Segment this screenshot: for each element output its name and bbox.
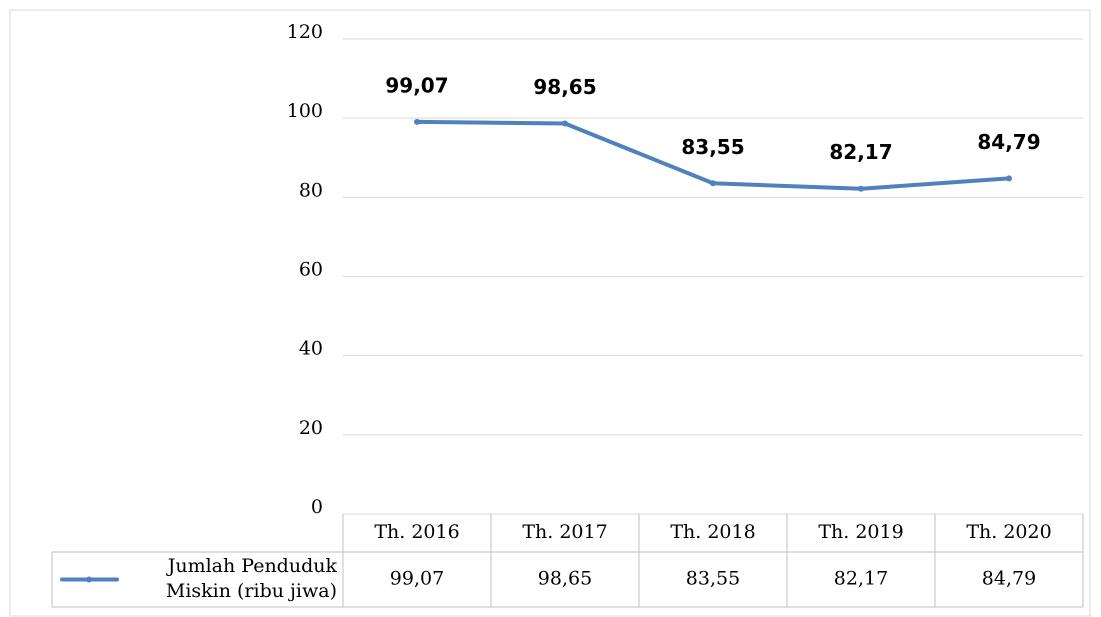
point: [1006, 175, 1012, 182]
data-label: 99,07: [385, 73, 448, 97]
data-label: 83,55: [681, 135, 744, 159]
data-label: 98,65: [533, 75, 596, 99]
table-cell: 84,79: [982, 568, 1036, 590]
point: [858, 185, 864, 192]
y-tick-label: 0: [311, 496, 323, 518]
legend-marker: [86, 576, 92, 583]
x-tick-label: Th. 2017: [522, 521, 607, 543]
table-cell: 82,17: [834, 568, 888, 590]
point: [414, 118, 420, 125]
legend-label: Jumlah Penduduk Miskin (ribu jiwa): [165, 555, 337, 602]
x-tick-label: Th. 2016: [374, 521, 459, 543]
y-tick-label: 40: [299, 338, 323, 360]
table-cell: 98,65: [538, 568, 592, 590]
legend-cell: Jumlah Penduduk Miskin (ribu jiwa): [165, 555, 337, 602]
y-tick-label: 20: [299, 417, 323, 439]
y-tick-label: 60: [299, 259, 323, 281]
x-tick-label: Th. 2020: [966, 521, 1051, 543]
y-tick-label: 100: [287, 100, 323, 122]
point: [562, 120, 568, 127]
y-tick-label: 120: [287, 21, 323, 43]
point: [710, 180, 716, 187]
data-label: 84,79: [977, 130, 1040, 154]
table-cell: 99,07: [390, 568, 444, 590]
y-tick-label: 80: [299, 179, 323, 201]
x-tick-label: Th. 2018: [670, 521, 755, 543]
data-label: 82,17: [829, 140, 892, 164]
table-cell: 83,55: [686, 568, 740, 590]
chart-frame: [9, 9, 1091, 617]
x-tick-label: Th. 2019: [818, 521, 903, 543]
